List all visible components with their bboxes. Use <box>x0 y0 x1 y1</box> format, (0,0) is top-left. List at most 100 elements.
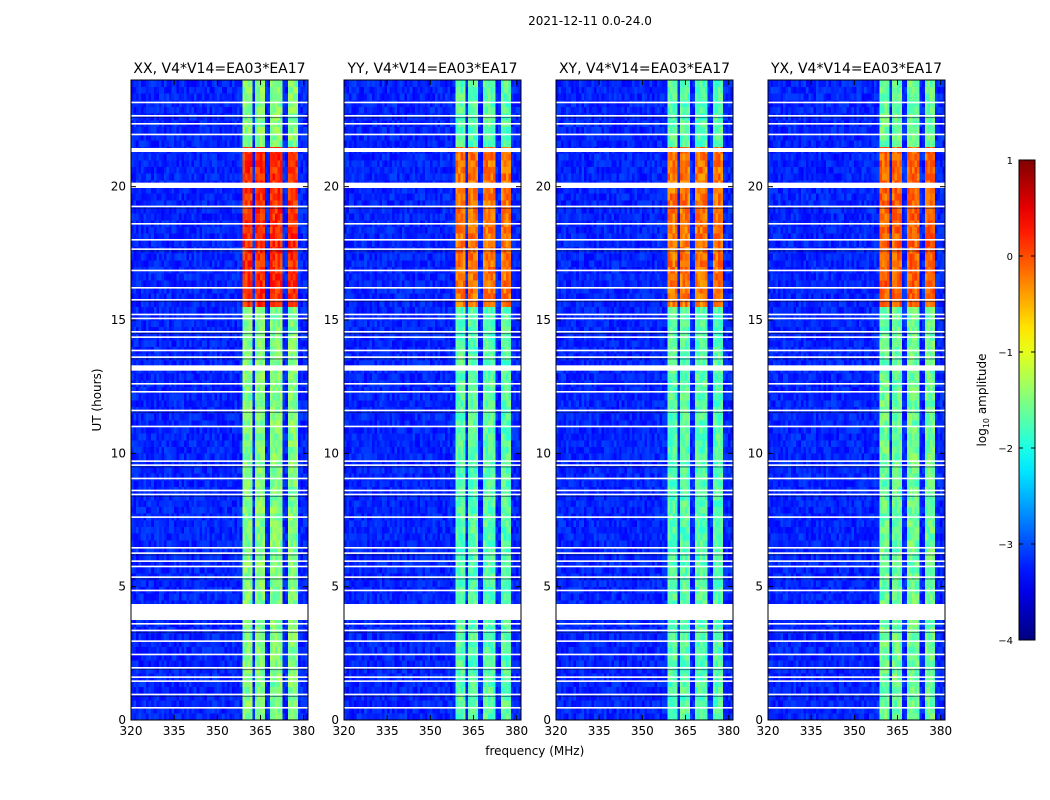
heatmap-cell <box>217 660 220 667</box>
heatmap-cell <box>197 660 200 667</box>
heatmap-cell <box>217 647 220 654</box>
heatmap-cell <box>285 713 288 720</box>
heatmap-cell <box>273 633 276 640</box>
heatmap-cell <box>194 647 197 654</box>
heatmap-cell <box>156 660 159 667</box>
heatmap-cell <box>262 700 265 707</box>
heatmap-cell <box>149 660 152 667</box>
heatmap-cell <box>156 647 159 654</box>
heatmap-cell <box>182 647 185 654</box>
heatmap-cell <box>144 700 147 707</box>
heatmap-cell <box>255 713 258 720</box>
heatmap-cell <box>247 660 250 667</box>
heatmap-cell <box>242 687 245 694</box>
heatmap-cell <box>225 647 228 654</box>
heatmap-cell <box>141 687 144 694</box>
heatmap-cell <box>280 660 283 667</box>
heatmap-cell <box>260 660 263 667</box>
heatmap-cell <box>288 687 291 694</box>
heatmap-cell <box>161 633 164 640</box>
heatmap-cell <box>255 633 258 640</box>
heatmap-cell <box>257 647 260 654</box>
heatmap-cell <box>242 633 245 640</box>
heatmap-cell <box>154 713 157 720</box>
heatmap-cell <box>298 660 301 667</box>
heatmap-cell <box>174 700 177 707</box>
heatmap-cell <box>227 647 230 654</box>
heatmap-cell <box>222 660 225 667</box>
heatmap-cell <box>159 647 162 654</box>
heatmap-cell <box>177 687 180 694</box>
heatmap-cell <box>255 660 258 667</box>
heatmap-cell <box>280 633 283 640</box>
heatmap-cell <box>265 687 268 694</box>
heatmap-cell <box>159 700 162 707</box>
heatmap-cell <box>189 713 192 720</box>
figure: XX, V4*V14=EA03*EA17320 335 350 365 38005101… <box>0 0 1050 800</box>
heatmap-cell <box>144 647 147 654</box>
heatmap-cell <box>250 633 253 640</box>
heatmap-cell <box>171 687 174 694</box>
heatmap-cell <box>212 687 215 694</box>
heatmap-cell <box>275 660 278 667</box>
heatmap-cell <box>154 633 157 640</box>
heatmap-cell <box>187 633 190 640</box>
heatmap-cell <box>154 647 157 654</box>
heatmap-cell <box>230 687 233 694</box>
heatmap-cell <box>192 713 195 720</box>
heatmap-cell <box>242 700 245 707</box>
heatmap-cell <box>179 700 182 707</box>
heatmap-cell <box>295 633 298 640</box>
heatmap-cell <box>146 660 149 667</box>
heatmap-cell <box>177 713 180 720</box>
heatmap-cell <box>174 660 177 667</box>
heatmap-cell <box>235 633 238 640</box>
heatmap-cell <box>184 700 187 707</box>
heatmap-cell <box>169 700 172 707</box>
heatmap-cell <box>227 687 230 694</box>
heatmap-cell <box>273 660 276 667</box>
heatmap-cell <box>209 687 212 694</box>
heatmap-cell <box>247 700 250 707</box>
heatmap-cell <box>298 700 301 707</box>
heatmap-cell <box>189 660 192 667</box>
heatmap-cell <box>207 647 210 654</box>
heatmap-cell <box>169 713 172 720</box>
heatmap-cell <box>227 660 230 667</box>
heatmap-cell <box>192 700 195 707</box>
heatmap-cell <box>214 633 217 640</box>
heatmap-cell <box>242 660 245 667</box>
heatmap-cell <box>290 713 293 720</box>
heatmap-cell <box>146 647 149 654</box>
heatmap-cell <box>134 700 137 707</box>
heatmap-cell <box>139 713 142 720</box>
heatmap-cell <box>164 687 167 694</box>
heatmap-cell <box>288 633 291 640</box>
heatmap-cell <box>260 633 263 640</box>
heatmap-cell <box>268 687 271 694</box>
heatmap-cell <box>171 660 174 667</box>
heatmap-cell <box>156 687 159 694</box>
heatmap-cell <box>214 660 217 667</box>
heatmap-cell <box>139 687 142 694</box>
heatmap-cell <box>220 713 223 720</box>
heatmap-cell <box>166 687 169 694</box>
heatmap-cell <box>222 713 225 720</box>
heatmap-cell <box>245 687 248 694</box>
heatmap-cell <box>237 647 240 654</box>
heatmap-cell <box>202 713 205 720</box>
heatmap-cell <box>232 713 235 720</box>
heatmap-cell <box>242 647 245 654</box>
heatmap-cell <box>194 700 197 707</box>
heatmap-cell <box>268 700 271 707</box>
heatmap-cell <box>204 633 207 640</box>
heatmap-cell <box>298 687 301 694</box>
heatmap-cell <box>230 647 233 654</box>
heatmap-cell <box>159 687 162 694</box>
heatmap-cell <box>250 700 253 707</box>
heatmap-cell <box>146 593 149 600</box>
heatmap-cell <box>225 633 228 640</box>
heatmap-cell <box>164 713 167 720</box>
heatmap-cell <box>174 687 177 694</box>
heatmap-cell <box>192 687 195 694</box>
